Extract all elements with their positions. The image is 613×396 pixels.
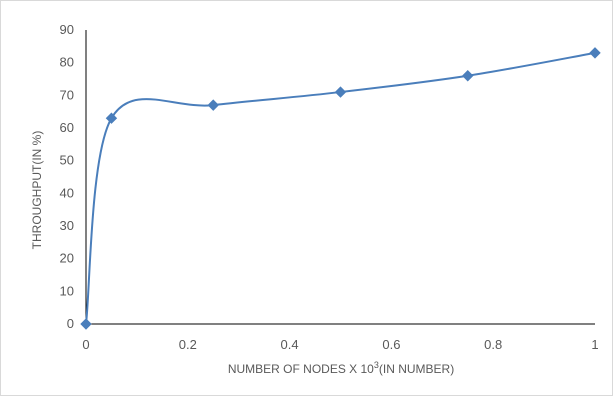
y-tick-label: 0 <box>67 316 74 331</box>
data-point-marker <box>105 112 118 124</box>
y-tick-label: 10 <box>60 283 74 298</box>
y-tick-label: 20 <box>60 251 74 266</box>
x-tick-label: 0.6 <box>382 337 400 352</box>
data-point-marker <box>80 318 92 330</box>
axes <box>85 30 595 325</box>
x-tick-label: 0.8 <box>484 337 502 352</box>
x-tick-labels: 0 0.2 0.4 0.6 0.8 1 <box>82 337 598 352</box>
x-axis-title-superscript: 3 <box>374 360 379 370</box>
y-axis-title: THROUGHPUT(IN %) <box>30 131 44 250</box>
series-line <box>85 51 596 325</box>
x-axis-title-main: NUMBER OF NODES X 10 <box>228 362 374 376</box>
x-tick-label: 0.2 <box>179 337 197 352</box>
data-point-marker <box>462 70 474 82</box>
x-tick-label: 0.4 <box>281 337 299 352</box>
y-tick-label: 50 <box>60 153 74 168</box>
x-tick-label: 1 <box>591 337 598 352</box>
data-point-marker <box>334 86 347 98</box>
y-tick-label: 60 <box>60 120 74 135</box>
x-tick-label: 0 <box>82 337 89 352</box>
y-tick-label: 90 <box>60 22 74 37</box>
data-point-marker <box>589 47 601 59</box>
y-tick-label: 30 <box>60 218 74 233</box>
y-tick-label: 80 <box>60 55 74 70</box>
series <box>80 47 601 330</box>
x-axis-title-suffix: (IN NUMBER) <box>379 362 454 376</box>
y-tick-labels: 0 10 20 30 40 50 60 70 80 90 <box>60 22 74 331</box>
x-axis-title: NUMBER OF NODES X 103(IN NUMBER) <box>228 360 454 376</box>
y-tick-label: 40 <box>60 185 74 200</box>
data-point-marker <box>207 99 219 111</box>
y-tick-label: 70 <box>60 87 74 102</box>
